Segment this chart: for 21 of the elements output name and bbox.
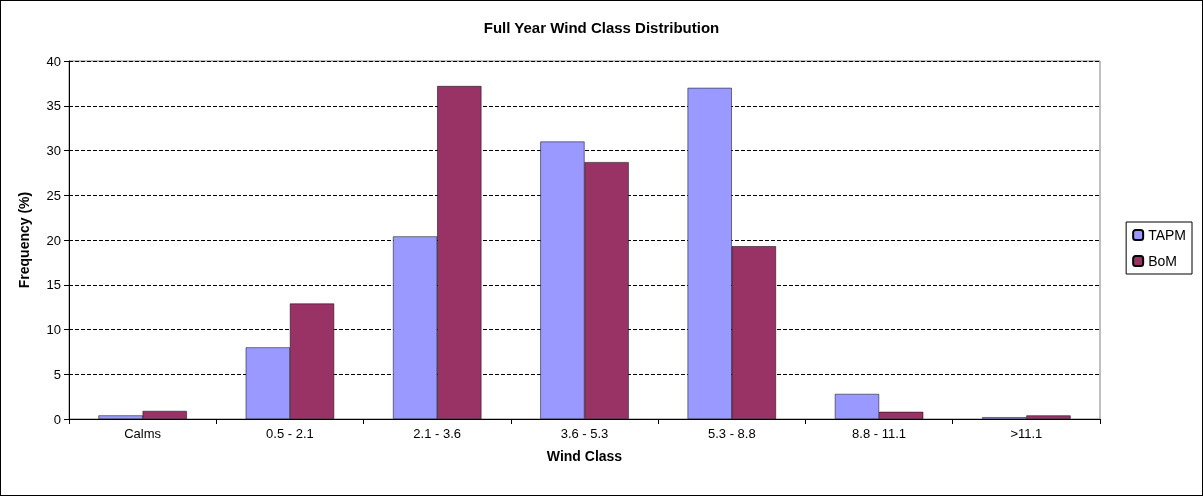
y-axis-title: Frequency (%) (16, 191, 32, 289)
x-tick-label: 2.1 - 3.6 (413, 426, 462, 441)
y-tick-label: 25 (46, 187, 61, 203)
x-tick-label: 5.3 - 8.8 (707, 426, 756, 441)
y-tick-label: 30 (46, 143, 61, 158)
legend-label: TAPM (1148, 227, 1187, 243)
y-tick-label: 20 (46, 232, 61, 248)
y-tick-label: 40 (46, 53, 61, 69)
y-tick-label: 0 (53, 411, 61, 427)
x-tick-label: 0.5 - 2.1 (266, 426, 314, 441)
chart-title: Full Year Wind Class Distribution (483, 19, 720, 36)
legend-label: BoM (1148, 253, 1177, 269)
y-tick-label: 35 (46, 98, 61, 114)
y-tick-label: 10 (46, 322, 61, 337)
x-tick-label: Calms (124, 426, 162, 441)
x-axis-title: Wind Class (546, 448, 623, 464)
x-tick-label: 8.8 - 11.1 (852, 426, 907, 441)
y-tick-label: 5 (53, 366, 61, 382)
y-tick-label: 15 (46, 277, 61, 293)
x-tick-label: 3.6 - 5.3 (560, 426, 609, 441)
x-tick-label: >11.1 (1010, 426, 1043, 441)
